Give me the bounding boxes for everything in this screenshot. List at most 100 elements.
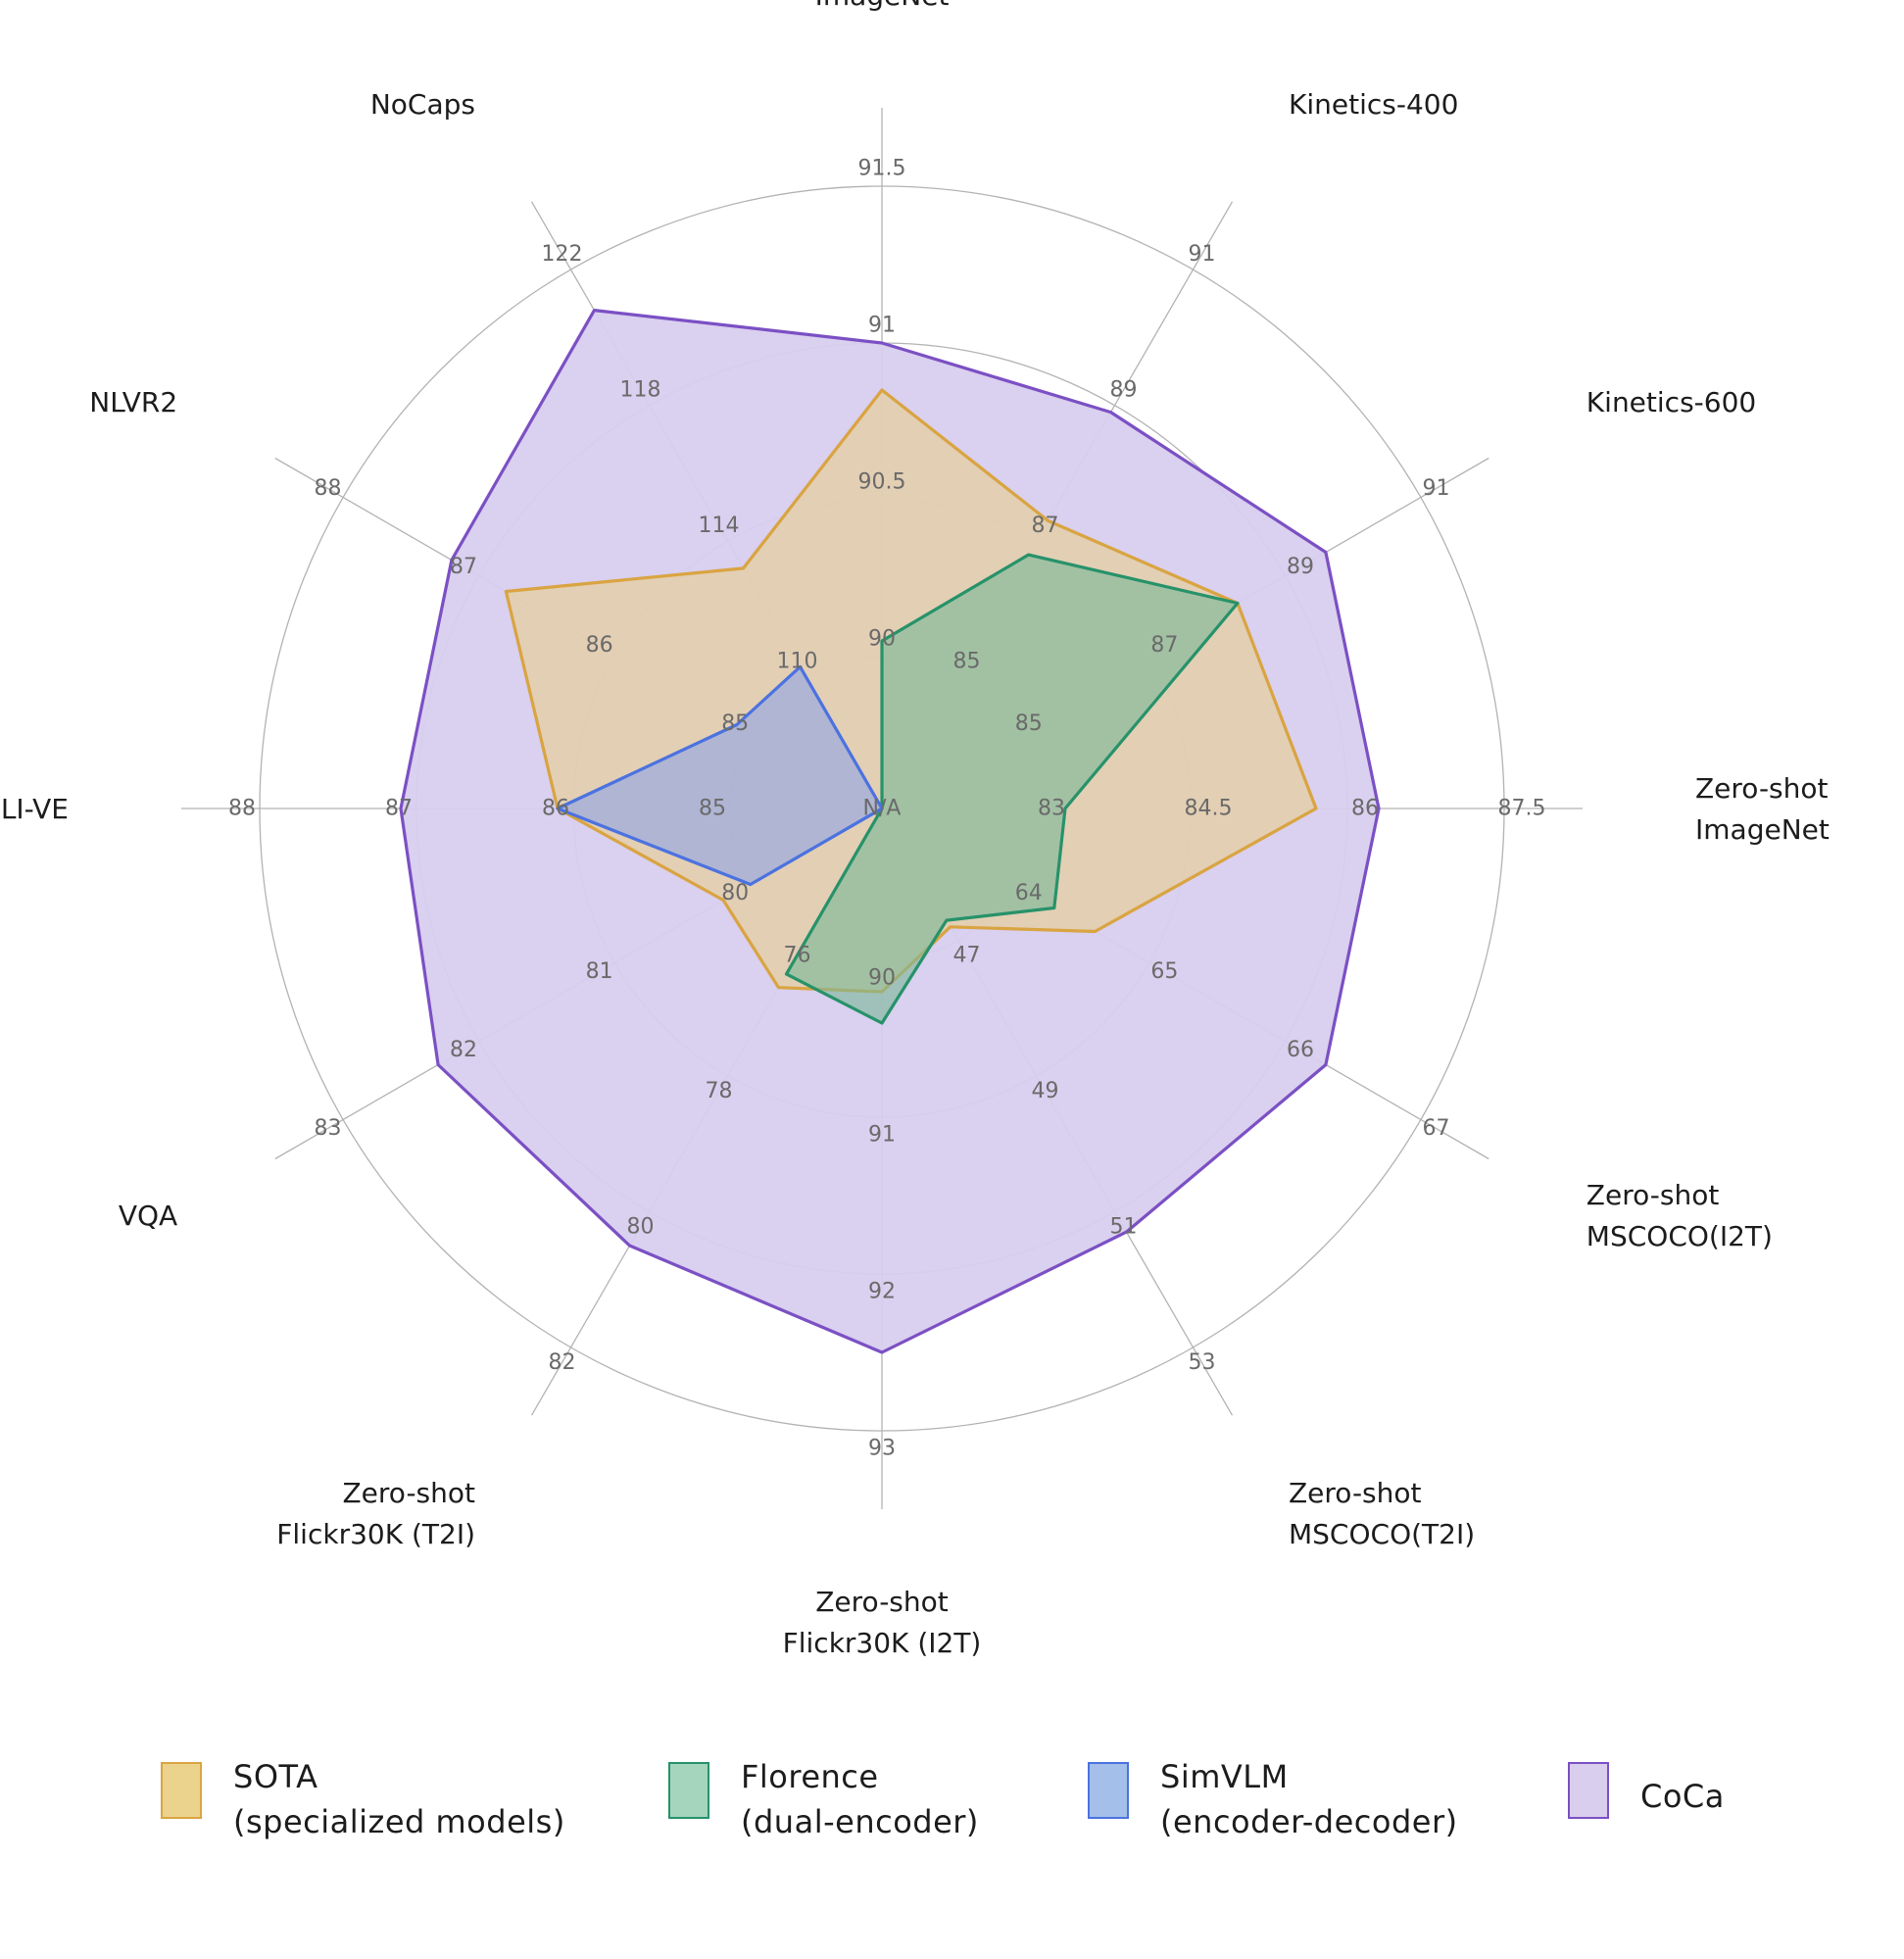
tick-label-zero-shot-mscoco-i2t-1: 65 xyxy=(1150,959,1178,984)
tick-label-imagenet-3: 91.5 xyxy=(858,157,906,181)
axis-title-line: SNLI-VE xyxy=(0,793,69,825)
tick-label-kinetics-400-2: 89 xyxy=(1110,378,1138,403)
axis-titles: ImageNet Kinetics-400 Kinetics-600 Zero-sho… xyxy=(0,0,1830,1659)
tick-label-kinetics-600-1: 87 xyxy=(1150,633,1178,658)
tick-label-zero-shot-imagenet-1: 84.5 xyxy=(1185,797,1233,821)
legend-label-line: (dual-encoder) xyxy=(741,1803,979,1840)
tick-label-nocaps-2: 118 xyxy=(620,378,661,403)
axis-title-line: Flickr30K (I2T) xyxy=(783,1627,982,1659)
tick-label-zero-shot-flickr30k-t2i-1: 78 xyxy=(706,1079,733,1103)
tick-label-zero-shot-flickr30k-t2i-3: 82 xyxy=(549,1350,576,1375)
tick-label-vqa-0: 80 xyxy=(721,881,749,906)
axis-title-line: NLVR2 xyxy=(89,386,177,418)
legend-label-line: SimVLM xyxy=(1160,1758,1289,1795)
legend-label-line: Florence xyxy=(741,1758,879,1795)
axis-title-nocaps: NoCaps xyxy=(370,88,475,121)
tick-label-nocaps-1: 114 xyxy=(699,514,740,538)
tick-label-snli-ve-1: 86 xyxy=(542,797,569,821)
legend-label-line: (specialized models) xyxy=(233,1803,565,1840)
tick-label-imagenet-1: 90.5 xyxy=(858,470,906,495)
axis-title-line: Zero-shot xyxy=(1695,772,1829,805)
axis-title-nlvr2: NLVR2 xyxy=(89,386,177,418)
axis-title-zero-shot-flickr30k-i2t: Zero-shot Flickr30K (I2T) xyxy=(783,1586,982,1659)
legend-label-simvlm: SimVLM (encoder-decoder) xyxy=(1160,1754,1458,1844)
legend-swatch-sota xyxy=(161,1762,202,1819)
tick-label-kinetics-600-0: 85 xyxy=(1015,711,1043,736)
tick-label-nlvr2-3: 88 xyxy=(315,476,342,501)
legend-item-florence: Florence (dual-encoder) xyxy=(668,1754,979,1844)
axis-title-line: ImageNet xyxy=(815,0,950,12)
tick-label-vqa-3: 83 xyxy=(315,1116,342,1141)
axis-title-line: MSCOCO(I2T) xyxy=(1587,1220,1773,1252)
tick-label-kinetics-600-3: 91 xyxy=(1423,476,1450,501)
legend: SOTA (specialized models) Florence (dual… xyxy=(157,1754,1823,1852)
tick-label-snli-ve-2: 87 xyxy=(385,797,413,821)
legend-item-simvlm: SimVLM (encoder-decoder) xyxy=(1088,1754,1458,1844)
tick-label-zero-shot-mscoco-i2t-3: 67 xyxy=(1423,1116,1450,1141)
tick-label-nlvr2-2: 87 xyxy=(450,555,477,579)
legend-label-line: SOTA xyxy=(233,1758,318,1795)
legend-label-line: CoCa xyxy=(1640,1778,1725,1815)
axis-title-imagenet: ImageNet xyxy=(815,0,950,12)
tick-label-zero-shot-flickr30k-t2i-0: 76 xyxy=(784,943,811,967)
tick-label-zero-shot-mscoco-i2t-2: 66 xyxy=(1287,1038,1314,1062)
axis-title-line: Zero-shot xyxy=(342,1476,475,1508)
legend-swatch-florence xyxy=(668,1762,709,1819)
legend-swatch-simvlm xyxy=(1088,1762,1129,1819)
tick-label-vqa-1: 81 xyxy=(586,959,613,984)
tick-label-zero-shot-flickr30k-t2i-2: 80 xyxy=(627,1215,655,1240)
tick-label-center: N/A xyxy=(863,797,902,821)
legend-label-florence: Florence (dual-encoder) xyxy=(741,1754,979,1844)
axis-title-line: Kinetics-600 xyxy=(1587,386,1756,418)
axis-title-zero-shot-imagenet: Zero-shot ImageNet xyxy=(1695,772,1830,846)
series-simvlm-area xyxy=(556,664,884,887)
tick-label-vqa-2: 82 xyxy=(450,1038,477,1062)
tick-label-zero-shot-flickr30k-i2t-2: 92 xyxy=(868,1280,896,1304)
tick-label-nlvr2-1: 86 xyxy=(586,633,613,658)
tick-label-kinetics-600-2: 89 xyxy=(1287,555,1314,579)
tick-label-nocaps-0: 110 xyxy=(777,650,818,674)
axis-title-line: Zero-shot xyxy=(1289,1476,1422,1508)
legend-label-coca: CoCa xyxy=(1640,1754,1725,1819)
legend-label-line: (encoder-decoder) xyxy=(1160,1803,1458,1840)
tick-label-zero-shot-mscoco-t2i-3: 53 xyxy=(1189,1350,1216,1375)
tick-label-kinetics-400-0: 85 xyxy=(953,650,981,674)
tick-label-zero-shot-imagenet-2: 86 xyxy=(1351,797,1379,821)
axis-title-kinetics-600: Kinetics-600 xyxy=(1587,386,1756,418)
axis-title-zero-shot-flickr30k-t2i: Zero-shot Flickr30K (T2I) xyxy=(276,1476,475,1549)
legend-label-sota: SOTA (specialized models) xyxy=(233,1754,565,1844)
axis-title-line: Zero-shot xyxy=(815,1586,949,1618)
tick-label-zero-shot-imagenet-0: 83 xyxy=(1038,797,1065,821)
axis-title-zero-shot-mscoco-t2i: Zero-shot MSCOCO(T2I) xyxy=(1289,1476,1475,1549)
tick-label-zero-shot-imagenet-3: 87.5 xyxy=(1498,797,1546,821)
tick-label-snli-ve-3: 88 xyxy=(228,797,256,821)
tick-label-imagenet-2: 91 xyxy=(868,314,896,338)
tick-label-zero-shot-mscoco-t2i-0: 47 xyxy=(953,943,981,967)
series-florence-area xyxy=(784,553,1240,1025)
tick-labels: 90 90.5 91 91.5 85 87 89 91 85 87 89 91 83 84.5 86 87.5… xyxy=(228,157,1545,1461)
axis-title-line: Zero-shot xyxy=(1587,1179,1720,1211)
tick-label-nocaps-3: 122 xyxy=(542,242,583,267)
legend-swatch-coca xyxy=(1568,1762,1609,1819)
tick-label-snli-ve-0: 85 xyxy=(699,797,726,821)
tick-label-zero-shot-flickr30k-i2t-0: 90 xyxy=(868,966,896,991)
tick-label-zero-shot-flickr30k-i2t-1: 91 xyxy=(868,1123,896,1148)
tick-label-zero-shot-flickr30k-i2t-3: 93 xyxy=(868,1437,896,1461)
axis-title-snli-ve: SNLI-VE xyxy=(0,793,69,825)
tick-label-zero-shot-mscoco-i2t-0: 64 xyxy=(1015,881,1043,906)
axis-title-kinetics-400: Kinetics-400 xyxy=(1289,88,1458,121)
axis-title-line: Kinetics-400 xyxy=(1289,88,1458,121)
series-layer xyxy=(399,309,1381,1354)
legend-item-coca: CoCa xyxy=(1568,1754,1725,1819)
axis-title-vqa: VQA xyxy=(119,1200,177,1232)
axis-title-line: NoCaps xyxy=(370,88,475,121)
tick-label-zero-shot-mscoco-t2i-1: 49 xyxy=(1032,1079,1059,1103)
axis-title-line: MSCOCO(T2I) xyxy=(1289,1517,1475,1549)
tick-label-kinetics-400-1: 87 xyxy=(1032,514,1059,538)
tick-label-imagenet-0: 90 xyxy=(868,627,896,652)
tick-label-nlvr2-0: 85 xyxy=(721,711,749,736)
tick-label-zero-shot-mscoco-t2i-2: 51 xyxy=(1110,1215,1138,1240)
axis-title-line: Flickr30K (T2I) xyxy=(276,1517,475,1549)
axis-title-line: ImageNet xyxy=(1695,813,1830,846)
